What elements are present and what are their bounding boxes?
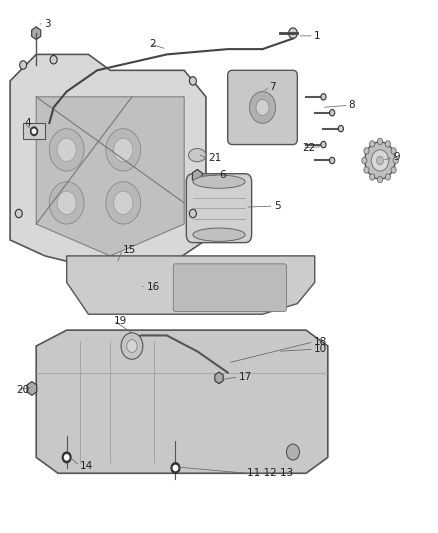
Polygon shape (36, 330, 328, 473)
Text: 4: 4 (24, 118, 31, 128)
Circle shape (362, 157, 367, 164)
Polygon shape (67, 256, 315, 314)
Text: 15: 15 (122, 245, 136, 255)
Text: 6: 6 (219, 171, 226, 180)
Circle shape (256, 100, 269, 115)
Text: 22: 22 (303, 143, 316, 153)
Text: 9: 9 (393, 152, 400, 162)
FancyBboxPatch shape (173, 264, 286, 312)
Circle shape (121, 333, 143, 359)
Circle shape (127, 340, 137, 352)
Text: 8: 8 (349, 100, 355, 110)
Text: 5: 5 (274, 201, 280, 211)
Circle shape (114, 191, 133, 215)
Circle shape (329, 157, 335, 164)
Circle shape (189, 77, 196, 85)
Circle shape (20, 61, 27, 69)
Text: 7: 7 (269, 82, 276, 92)
Circle shape (286, 444, 300, 460)
Circle shape (364, 148, 369, 154)
Ellipse shape (193, 175, 245, 188)
Text: 18: 18 (314, 337, 327, 347)
Circle shape (338, 125, 343, 132)
Circle shape (32, 129, 36, 133)
Circle shape (289, 28, 297, 38)
Ellipse shape (188, 149, 206, 162)
Text: 10: 10 (314, 344, 327, 354)
Circle shape (385, 174, 391, 180)
Circle shape (364, 167, 369, 173)
Polygon shape (215, 372, 223, 384)
Text: 14: 14 (80, 461, 93, 471)
Circle shape (189, 209, 196, 217)
Circle shape (171, 463, 180, 473)
Circle shape (371, 150, 389, 171)
Text: 16: 16 (146, 281, 159, 292)
Circle shape (378, 176, 383, 183)
Text: 20: 20 (17, 384, 30, 394)
Circle shape (49, 182, 84, 224)
Circle shape (173, 465, 178, 471)
Polygon shape (23, 123, 45, 139)
Circle shape (329, 110, 335, 116)
Text: 11 12 13: 11 12 13 (247, 469, 293, 478)
Text: 17: 17 (239, 372, 252, 382)
Circle shape (378, 138, 383, 144)
Polygon shape (32, 27, 41, 39)
Circle shape (385, 141, 391, 147)
Text: 19: 19 (114, 316, 127, 326)
Circle shape (106, 128, 141, 171)
Circle shape (106, 182, 141, 224)
Text: 1: 1 (314, 31, 321, 41)
Circle shape (377, 156, 384, 165)
Polygon shape (10, 54, 206, 266)
FancyBboxPatch shape (186, 174, 252, 243)
Circle shape (57, 138, 76, 161)
FancyBboxPatch shape (228, 70, 297, 144)
Text: 21: 21 (208, 154, 221, 163)
Circle shape (50, 55, 57, 64)
Polygon shape (192, 169, 202, 183)
Polygon shape (36, 97, 184, 256)
Circle shape (393, 157, 398, 164)
Circle shape (15, 209, 22, 217)
Circle shape (321, 141, 326, 148)
Circle shape (321, 94, 326, 100)
Circle shape (62, 452, 71, 463)
Circle shape (370, 141, 375, 147)
Text: 2: 2 (149, 39, 156, 49)
Circle shape (49, 128, 84, 171)
Circle shape (391, 148, 396, 154)
Circle shape (31, 127, 38, 135)
Text: 3: 3 (44, 19, 51, 29)
Circle shape (365, 142, 395, 179)
Circle shape (64, 455, 69, 460)
Circle shape (57, 191, 76, 215)
Circle shape (250, 92, 276, 123)
Polygon shape (27, 382, 37, 395)
Circle shape (391, 167, 396, 173)
Circle shape (114, 138, 133, 161)
Ellipse shape (193, 228, 245, 241)
Circle shape (370, 174, 375, 180)
